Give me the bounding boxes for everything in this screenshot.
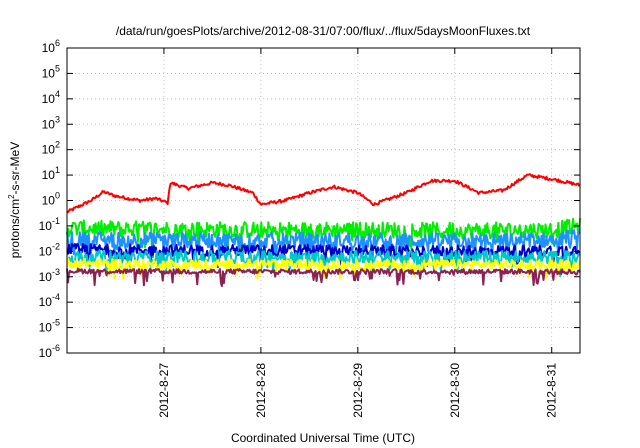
y-tick-base: 10 [39,244,53,258]
y-tick-base: 10 [39,270,53,284]
y-axis-label: protons/cm2-s-sr-MeV [7,142,22,258]
y-tick-exponent: -2 [52,241,60,251]
chart-title: /data/run/goesPlots/archive/2012-08-31/0… [116,24,531,38]
x-tick-label: 2012-8-28 [254,363,268,418]
y-tick-base: 10 [42,168,56,182]
y-tick-base: 10 [39,346,53,360]
y-tick-label: 100 [42,191,60,208]
y-tick-label: 10-1 [39,216,60,233]
x-axis-label: Coordinated Universal Time (UTC) [231,431,415,445]
y-tick-exponent: 2 [55,140,60,150]
y-tick-base: 10 [42,41,56,55]
y-axis-label-sup: 2 [7,194,16,199]
y-tick-exponent: -1 [52,216,60,226]
series-line [66,173,581,214]
y-tick-label: 101 [42,165,60,182]
y-tick-base: 10 [42,194,56,208]
y-tick-exponent: 6 [55,38,60,48]
y-tick-label: 105 [42,63,60,80]
y-tick-exponent: -5 [52,318,60,328]
y-tick-base: 10 [39,295,53,309]
series-line [66,267,581,288]
y-axis: 10-610-510-410-310-210-11001011021031041… [39,38,580,360]
y-axis-label-rest: -s-sr-MeV [8,142,22,195]
y-tick-label: 103 [42,114,60,131]
y-tick-label: 10-5 [39,318,60,335]
series-line [66,257,581,280]
y-tick-label: 104 [42,89,60,106]
x-axis: 2012-8-27 2012-8-28 2012-8-29 2012-8-30 2012… [157,48,559,418]
y-axis-label-base: protons/cm [8,199,22,258]
y-tick-label: 10-2 [39,241,60,258]
x-tick-label: 2012-8-30 [448,363,462,418]
x-tick-label: 2012-8-31 [545,363,559,418]
y-tick-label: 106 [42,38,60,55]
y-tick-exponent: 1 [55,165,60,175]
y-tick-exponent: -4 [52,292,60,302]
y-tick-label: 10-6 [39,343,60,360]
x-tick-label: 2012-8-27 [157,363,171,418]
series-line [66,249,581,278]
y-tick-base: 10 [42,92,56,106]
y-tick-base: 10 [39,219,53,233]
y-tick-exponent: 3 [55,114,60,124]
series-lines [66,173,581,288]
y-tick-label: 10-3 [39,267,60,284]
y-tick-exponent: 4 [55,89,60,99]
y-tick-base: 10 [42,143,56,157]
x-tick-label: 2012-8-29 [351,363,365,418]
y-tick-exponent: -6 [52,343,60,353]
y-tick-label: 102 [42,140,60,157]
y-tick-exponent: 0 [55,191,60,201]
y-tick-exponent: -3 [52,267,60,277]
y-tick-base: 10 [42,117,56,131]
y-tick-base: 10 [42,66,56,80]
y-tick-exponent: 5 [55,63,60,73]
y-tick-base: 10 [39,321,53,335]
y-tick-label: 10-4 [39,292,60,309]
